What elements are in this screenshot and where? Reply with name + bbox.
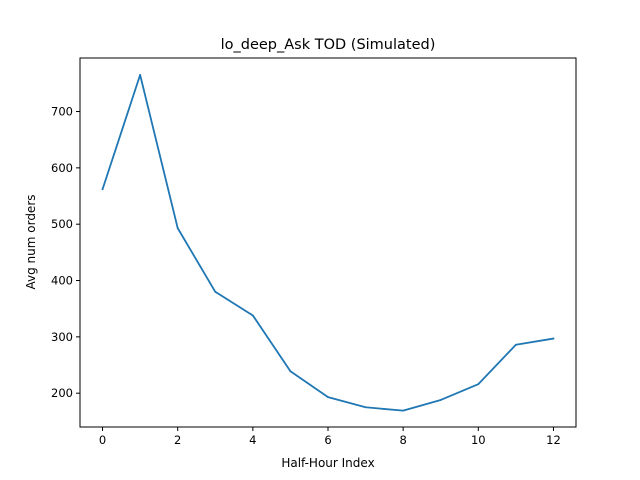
y-tick-label: 600 — [51, 161, 73, 175]
data-point — [477, 383, 480, 386]
data-point — [552, 337, 555, 340]
y-axis-ticks: 200 300 400 500 600 700 — [51, 105, 80, 400]
x-axis-ticks: 0 2 4 6 8 10 12 — [99, 427, 561, 447]
x-tick-label: 8 — [399, 433, 406, 447]
y-axis-label: Avg num orders — [24, 194, 38, 289]
y-tick-label: 700 — [51, 105, 73, 119]
y-tick-label: 400 — [51, 274, 73, 288]
data-point — [139, 74, 142, 76]
x-tick-label: 0 — [99, 433, 106, 447]
x-tick-label: 2 — [174, 433, 181, 447]
data-point — [176, 227, 179, 230]
series-line — [101, 74, 555, 412]
x-tick-label: 6 — [324, 433, 331, 447]
series-layer — [101, 74, 555, 412]
x-tick-label: 12 — [546, 433, 561, 447]
data-point — [439, 399, 442, 401]
data-point — [514, 343, 517, 346]
x-tick-label: 4 — [249, 433, 256, 447]
data-point — [364, 406, 367, 409]
data-point — [327, 396, 329, 399]
data-point — [214, 290, 217, 293]
plot-frame — [79, 57, 577, 428]
data-point — [251, 314, 254, 317]
y-tick-label: 200 — [51, 386, 73, 400]
y-tick-label: 500 — [51, 217, 73, 231]
data-point — [289, 370, 292, 373]
y-tick-label: 300 — [51, 330, 73, 344]
data-point — [402, 409, 405, 412]
x-tick-label: 10 — [471, 433, 486, 447]
x-axis-label: Half-Hour Index — [281, 456, 374, 470]
chart-title: lo_deep_Ask TOD (Simulated) — [221, 37, 436, 53]
data-point — [101, 188, 104, 191]
